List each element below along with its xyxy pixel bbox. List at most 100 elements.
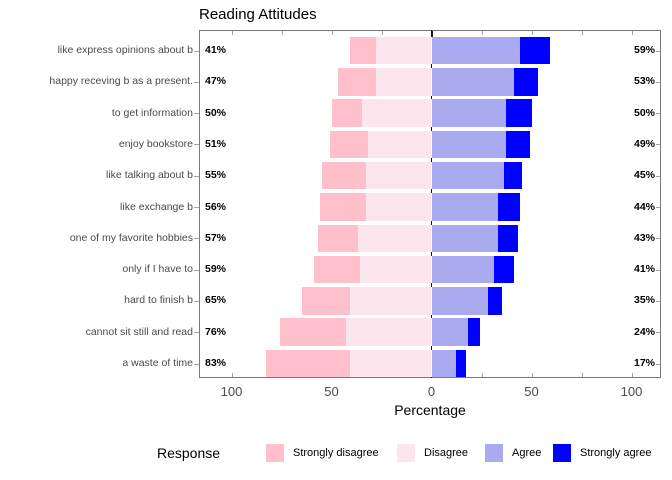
bar-segment-strongly-disagree [279, 318, 346, 346]
bar-row [199, 255, 661, 284]
bar-segment-disagree [365, 161, 432, 190]
x-axis-minor-tick [531, 31, 533, 35]
x-axis-minor-tick [331, 31, 333, 35]
left-total-percent-label: 59% [205, 263, 227, 276]
right-total-percent-label: 50% [633, 106, 655, 119]
chart-title: Reading Attitudes [199, 6, 317, 23]
bar-segment-agree [431, 193, 498, 221]
right-total-percent-label: 49% [633, 137, 655, 150]
bar-row [199, 318, 661, 346]
bar-row [199, 287, 661, 315]
category-label: one of my favorite hobbies [69, 231, 193, 244]
bar-segment-disagree [349, 349, 432, 378]
y-axis-tick-left [194, 269, 199, 271]
legend-title: Response [157, 445, 221, 461]
category-label: like express opinions about b [57, 44, 193, 56]
y-axis-tick-left [194, 81, 199, 83]
zero-divider [431, 161, 432, 190]
right-total-percent-label: 35% [633, 294, 655, 307]
right-total-percent-label: 43% [633, 231, 655, 244]
legend-swatch-strongly-agree [553, 444, 571, 462]
y-axis-tick-right [656, 207, 660, 208]
zero-divider [431, 287, 432, 315]
left-total-percent-label: 57% [205, 231, 227, 244]
x-axis-minor-tick [581, 31, 583, 35]
y-axis-tick-left [194, 175, 199, 177]
bar-segment-strongly-agree [513, 68, 538, 96]
bar-segment-strongly-disagree [321, 161, 366, 190]
right-total-percent-label: 24% [633, 325, 655, 338]
bar-segment-strongly-agree [487, 287, 502, 315]
bar-segment-agree [431, 130, 506, 159]
bar-segment-strongly-agree [505, 99, 532, 127]
x-axis-tick-label: 50 [524, 384, 539, 399]
y-axis-tick-right [656, 238, 660, 240]
y-axis-tick-right [656, 81, 660, 83]
bar-segment-disagree [375, 68, 432, 96]
category-label: hard to finish b [124, 294, 193, 307]
bar-segment-strongly-agree [467, 318, 480, 346]
bar-segment-agree [431, 36, 520, 65]
x-axis-minor-tick [531, 373, 533, 377]
y-axis-tick-left [194, 300, 199, 302]
bar-row [199, 224, 661, 253]
bar-segment-strongly-disagree [313, 255, 360, 284]
left-total-percent-label: 47% [205, 75, 227, 88]
x-axis-minor-tick [481, 31, 483, 35]
bar-row [199, 349, 661, 378]
category-label: like talking about b [106, 169, 193, 182]
bar-segment-disagree [367, 130, 432, 159]
bar-segment-strongly-disagree [319, 193, 366, 221]
y-axis-tick-right [656, 332, 660, 334]
bar-segment-agree [431, 287, 488, 315]
legend-swatch-strongly-disagree [266, 444, 284, 462]
left-total-percent-label: 65% [205, 294, 227, 307]
right-total-percent-label: 44% [633, 200, 655, 213]
zero-divider [431, 36, 432, 65]
bar-segment-strongly-agree [497, 224, 518, 253]
legend-swatch-agree [485, 444, 503, 462]
bar-segment-disagree [357, 224, 432, 253]
x-axis-minor-tick [581, 373, 583, 377]
right-total-percent-label: 53% [633, 75, 655, 88]
bar-segment-agree [431, 318, 468, 346]
legend-label-strongly-agree: Strongly agree [580, 447, 652, 459]
x-axis-minor-tick [481, 373, 483, 377]
bar-segment-agree [431, 99, 506, 127]
bar-segment-disagree [375, 36, 432, 65]
bar-segment-disagree [365, 193, 432, 221]
x-axis-minor-tick [231, 373, 233, 377]
x-axis-minor-tick [631, 373, 633, 377]
zero-divider [431, 318, 432, 346]
zero-divider [431, 224, 432, 253]
legend-label-strongly-disagree: Strongly disagree [293, 447, 379, 459]
bar-segment-strongly-disagree [317, 224, 358, 253]
x-axis-title: Percentage [394, 402, 466, 418]
right-total-percent-label: 41% [633, 263, 655, 276]
legend-label-agree: Agree [512, 447, 542, 459]
y-axis-tick-right [656, 269, 660, 271]
bar-row [199, 130, 661, 159]
bar-segment-strongly-agree [505, 130, 530, 159]
bar-segment-strongly-disagree [265, 349, 350, 378]
category-label: only if I have to [122, 263, 193, 276]
bar-segment-disagree [361, 99, 432, 127]
zero-divider [431, 349, 432, 378]
y-axis-tick-left [194, 238, 199, 240]
bar-row [199, 193, 661, 221]
bar-segment-strongly-disagree [349, 36, 376, 65]
category-label: like exchange b [120, 200, 193, 213]
bar-row [199, 36, 661, 65]
bar-segment-agree [431, 349, 456, 378]
x-axis-minor-tick [231, 31, 233, 35]
bar-segment-strongly-agree [519, 36, 550, 65]
zero-divider [431, 68, 432, 96]
right-total-percent-label: 17% [633, 357, 655, 369]
left-total-percent-label: 51% [205, 137, 227, 150]
bar-segment-agree [431, 224, 498, 253]
bar-segment-agree [431, 68, 514, 96]
category-label: happy receving b as a present. [49, 75, 193, 88]
bar-row [199, 68, 661, 96]
y-axis-tick-right [656, 300, 660, 302]
